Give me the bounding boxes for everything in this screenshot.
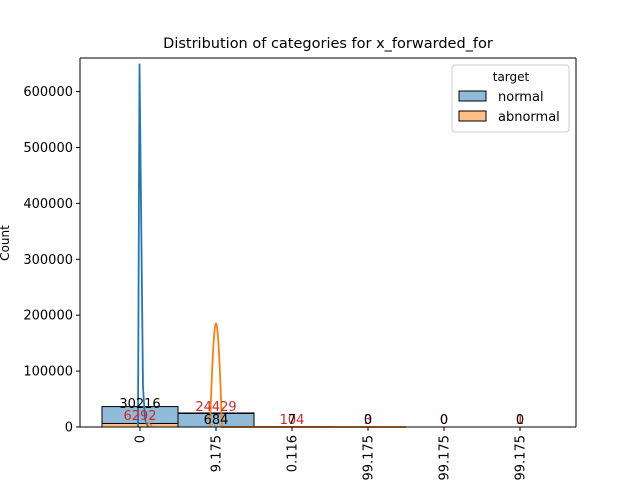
bar-abnormal	[101, 422, 179, 428]
y-tick-label: 600000	[23, 85, 73, 100]
y-tick-label: 500000	[23, 141, 73, 156]
axes: 0 100000 200000 300000 400000 500000 600000 0 9.…	[23, 57, 577, 480]
legend-label-abnormal: abnormal	[498, 110, 560, 125]
data-label: 7	[288, 413, 296, 428]
data-label: 104	[280, 413, 305, 428]
legend: target normal abnormal	[451, 64, 570, 133]
y-tick-label: 400000	[23, 197, 73, 212]
x-tick-label: 0.116	[286, 435, 301, 472]
x-tick-label: 0	[134, 435, 149, 443]
legend-swatch-abnormal	[458, 110, 487, 122]
data-label: 0	[440, 413, 448, 428]
chart-title: Distribution of categories for x_forward…	[163, 36, 493, 52]
data-label: 0	[440, 413, 448, 428]
y-tick-label: 100000	[23, 365, 73, 380]
data-label: 30216	[119, 397, 160, 412]
legend-swatch-normal	[458, 90, 487, 102]
kde-curve-abnormal	[209, 322, 406, 428]
data-label: 684	[204, 413, 229, 428]
x-tick-label: 99.175	[514, 435, 529, 480]
data-label: 24429	[195, 400, 236, 415]
kde-curve-abnormal-start	[145, 420, 153, 427]
y-tick-label: 300000	[23, 253, 73, 268]
data-label: 6292	[123, 409, 156, 424]
y-tick-label: 200000	[23, 309, 73, 324]
data-label: 0	[364, 413, 372, 428]
data-label: 3	[364, 413, 372, 428]
x-tick-label: 99.175	[362, 435, 377, 480]
data-label: 0	[516, 413, 524, 428]
y-axis-label: Count	[0, 225, 12, 261]
x-tick-label: 9.175	[210, 435, 225, 472]
data-label: 1	[516, 413, 524, 428]
legend-label-normal: normal	[498, 90, 544, 105]
y-tick-label: 0	[65, 421, 73, 436]
x-tick-label: 99.175	[438, 435, 453, 480]
kde-curve-normal	[137, 63, 149, 428]
legend-title: target	[493, 70, 530, 84]
